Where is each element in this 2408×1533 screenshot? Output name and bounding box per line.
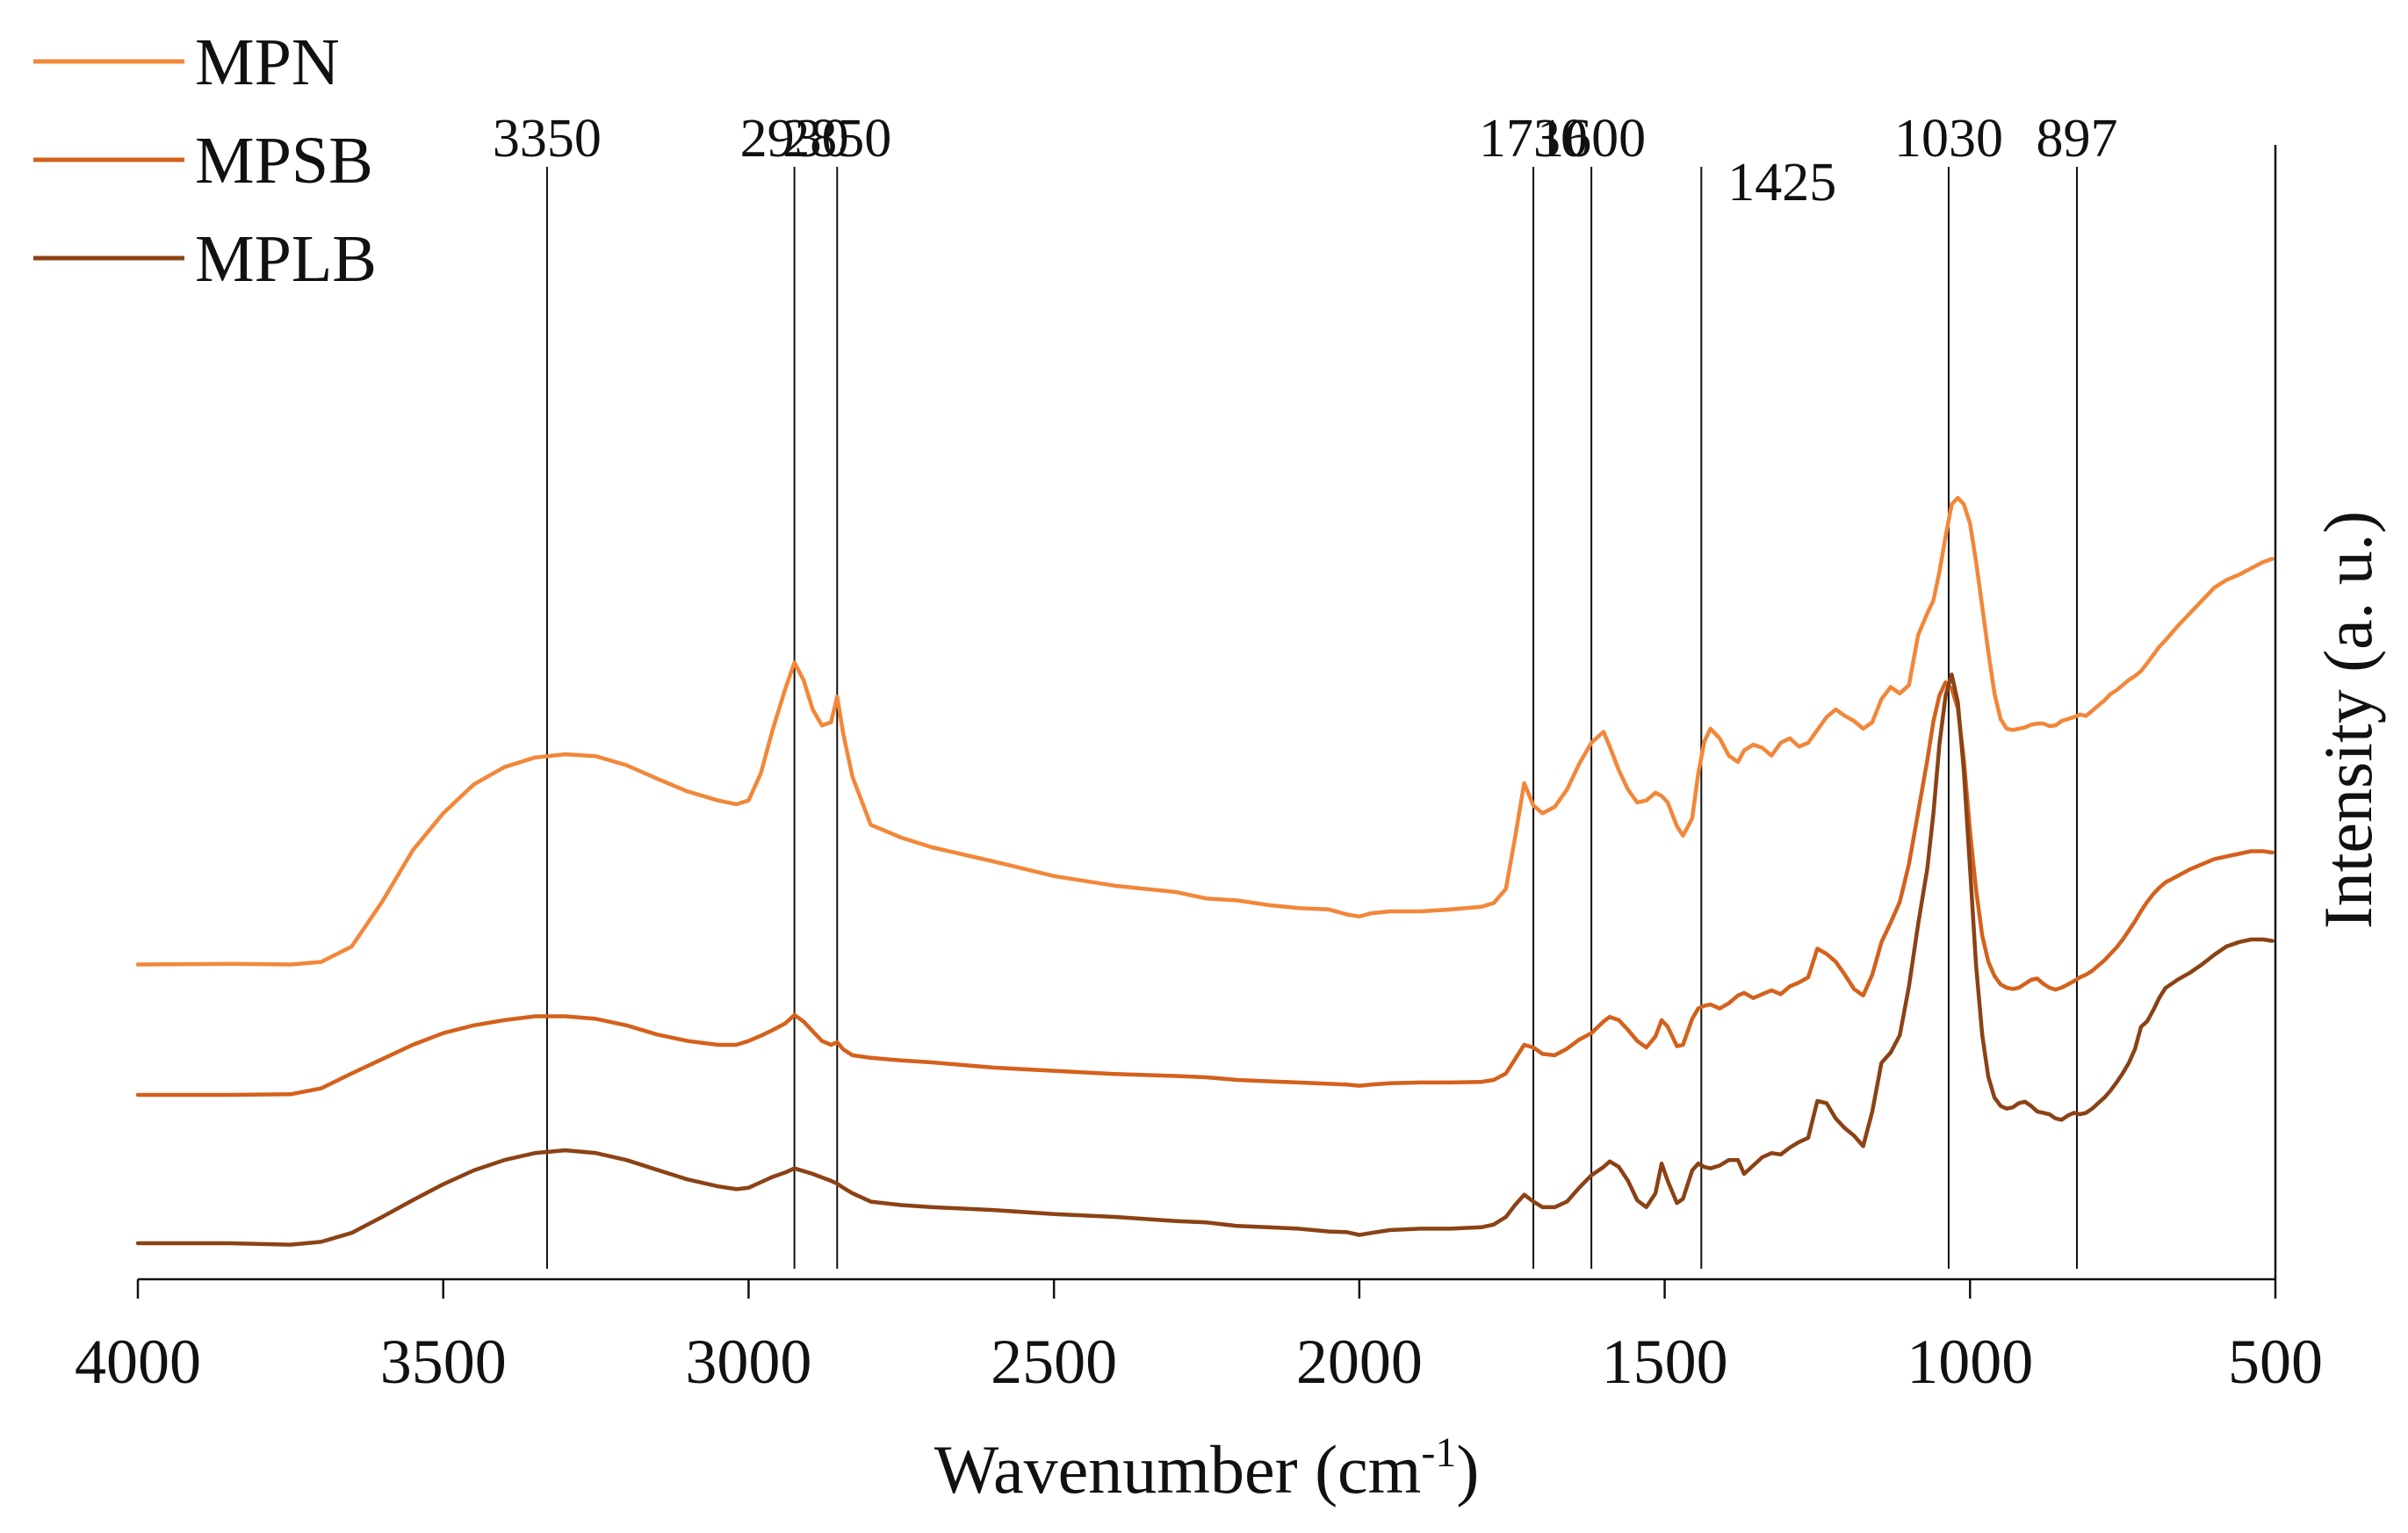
series-lines [135, 495, 2275, 1247]
legend: MPN MPSB MPLB [33, 25, 377, 296]
peak-label-1600: 1600 [1537, 109, 1646, 169]
peak-label-897: 897 [2036, 109, 2117, 169]
peak-marker-lines [545, 167, 2078, 1269]
x-tick-label-2500: 2500 [991, 1327, 1117, 1397]
peak-label-1425: 1425 [1727, 153, 1836, 212]
y-axis-title: Intensity (a. u.) [2310, 511, 2386, 930]
peak-label-2850: 2850 [782, 109, 891, 169]
x-tick-label-2000: 2000 [1296, 1327, 1423, 1397]
x-axis: 4000 3500 3000 2500 2000 1500 1000 500 [75, 145, 2323, 1397]
peak-label-1030: 1030 [1894, 109, 2003, 169]
x-tick-label-3500: 3500 [380, 1327, 507, 1397]
peak-label-3350: 3350 [493, 109, 602, 169]
legend-label-mpn: MPN [195, 25, 340, 99]
x-tick-label-1000: 1000 [1907, 1327, 2033, 1397]
legend-label-mpsb: MPSB [195, 124, 373, 198]
peak-label-2930: 2930 [740, 109, 849, 169]
x-tick-label-3000: 3000 [685, 1327, 811, 1397]
x-tick-label-4000: 4000 [75, 1327, 201, 1397]
series-line-mpsb [135, 680, 2275, 1098]
x-tick-label-500: 500 [2228, 1327, 2323, 1397]
legend-label-mplb: MPLB [195, 222, 377, 296]
series-line-mplb [135, 672, 2275, 1247]
x-tick-label-1500: 1500 [1602, 1327, 1728, 1397]
peak-label-1730: 1730 [1479, 109, 1588, 169]
series-line-mpn [135, 495, 2275, 967]
x-axis-title: Wavenumber (cm-1) [934, 1429, 1480, 1508]
